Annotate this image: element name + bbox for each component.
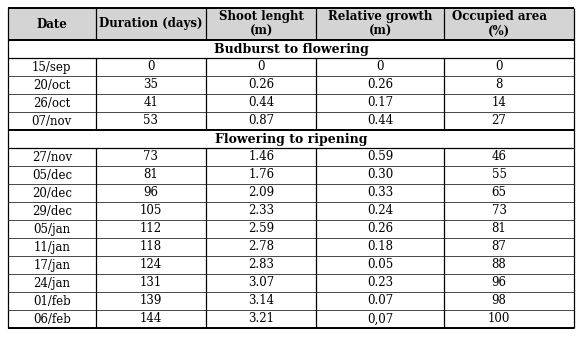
Text: 1.46: 1.46 (248, 150, 274, 163)
Bar (8, 238, 574, 256)
Text: 05/jan: 05/jan (33, 222, 70, 235)
Bar (8, 202, 574, 220)
Text: 0.26: 0.26 (248, 78, 274, 91)
Text: 2.83: 2.83 (249, 258, 274, 271)
Text: Shoot lenght
(m): Shoot lenght (m) (219, 10, 304, 38)
Text: 0.87: 0.87 (248, 114, 274, 127)
Text: 0.24: 0.24 (367, 204, 393, 217)
Text: 105: 105 (140, 204, 162, 217)
Text: 35: 35 (143, 78, 158, 91)
Text: 0: 0 (377, 60, 384, 73)
Text: 15/sep: 15/sep (32, 60, 72, 73)
Text: 55: 55 (492, 168, 506, 181)
Text: 100: 100 (488, 312, 510, 325)
Text: Occupied area
(%): Occupied area (%) (452, 10, 546, 38)
Text: 01/feb: 01/feb (33, 294, 71, 307)
Text: 11/jan: 11/jan (33, 240, 70, 253)
Text: Flowering to ripening: Flowering to ripening (215, 132, 367, 145)
Text: 07/nov: 07/nov (32, 114, 72, 127)
Text: Date: Date (37, 18, 68, 30)
Text: 24/jan: 24/jan (33, 276, 70, 289)
Text: 139: 139 (140, 294, 162, 307)
Text: 0.44: 0.44 (248, 96, 274, 109)
Bar (8, 292, 574, 310)
Text: 2.78: 2.78 (249, 240, 274, 253)
Text: 0,07: 0,07 (367, 312, 393, 325)
Bar (8, 112, 574, 130)
Text: 96: 96 (492, 276, 506, 289)
Text: Relative growth
(m): Relative growth (m) (328, 10, 432, 38)
Text: 8: 8 (495, 78, 503, 91)
Text: 06/feb: 06/feb (33, 312, 71, 325)
Text: Duration (days): Duration (days) (99, 18, 203, 30)
Text: 2.09: 2.09 (248, 186, 274, 199)
Bar (8, 166, 574, 184)
Text: 46: 46 (492, 150, 506, 163)
Text: 87: 87 (492, 240, 506, 253)
Text: 73: 73 (492, 204, 506, 217)
Text: 88: 88 (492, 258, 506, 271)
Text: 0.17: 0.17 (367, 96, 393, 109)
Text: 0.23: 0.23 (367, 276, 393, 289)
Text: 26/oct: 26/oct (33, 96, 70, 109)
Bar (8, 310, 574, 328)
Text: 20/oct: 20/oct (33, 78, 70, 91)
Text: 65: 65 (492, 186, 506, 199)
Text: 0: 0 (147, 60, 155, 73)
Text: 124: 124 (140, 258, 162, 271)
Bar (8, 8, 574, 40)
Text: 73: 73 (143, 150, 158, 163)
Bar (8, 256, 574, 274)
Text: 131: 131 (140, 276, 162, 289)
Text: 0.05: 0.05 (367, 258, 393, 271)
Text: 20/dec: 20/dec (32, 186, 72, 199)
Text: 53: 53 (143, 114, 158, 127)
Text: 14: 14 (492, 96, 506, 109)
Text: 2.33: 2.33 (248, 204, 274, 217)
Bar (8, 40, 574, 58)
Text: 0.44: 0.44 (367, 114, 393, 127)
Text: 0.59: 0.59 (367, 150, 393, 163)
Bar (8, 184, 574, 202)
Bar (8, 58, 574, 76)
Text: 112: 112 (140, 222, 162, 235)
Text: 0.33: 0.33 (367, 186, 393, 199)
Text: 27/nov: 27/nov (32, 150, 72, 163)
Text: 1.76: 1.76 (248, 168, 274, 181)
Text: 0: 0 (495, 60, 503, 73)
Text: 81: 81 (492, 222, 506, 235)
Text: 98: 98 (492, 294, 506, 307)
Text: 41: 41 (144, 96, 158, 109)
Text: 0.18: 0.18 (367, 240, 393, 253)
Text: Budburst to flowering: Budburst to flowering (214, 42, 368, 55)
Text: 17/jan: 17/jan (33, 258, 70, 271)
Text: 3.21: 3.21 (249, 312, 274, 325)
Text: 0.26: 0.26 (367, 78, 393, 91)
Text: 0.26: 0.26 (367, 222, 393, 235)
Text: 3.07: 3.07 (248, 276, 274, 289)
Bar (8, 148, 574, 166)
Bar (8, 130, 574, 148)
Text: 96: 96 (143, 186, 158, 199)
Text: 3.14: 3.14 (248, 294, 274, 307)
Bar (8, 220, 574, 238)
Text: 81: 81 (144, 168, 158, 181)
Bar (8, 94, 574, 112)
Text: 2.59: 2.59 (248, 222, 274, 235)
Text: 29/dec: 29/dec (32, 204, 72, 217)
Text: 144: 144 (140, 312, 162, 325)
Text: 0: 0 (258, 60, 265, 73)
Text: 118: 118 (140, 240, 162, 253)
Text: 05/dec: 05/dec (32, 168, 72, 181)
Bar (8, 274, 574, 292)
Text: 0.30: 0.30 (367, 168, 393, 181)
Text: 27: 27 (492, 114, 506, 127)
Bar (8, 76, 574, 94)
Text: 0.07: 0.07 (367, 294, 393, 307)
